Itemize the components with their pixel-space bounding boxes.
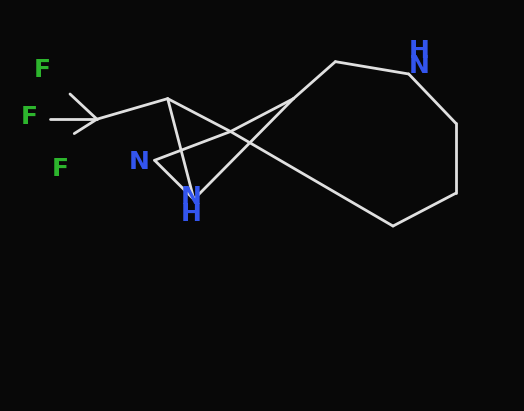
Text: F: F <box>34 58 50 82</box>
Text: F: F <box>52 157 69 180</box>
Text: N: N <box>409 54 430 78</box>
Text: H: H <box>181 202 202 226</box>
Text: F: F <box>20 105 37 129</box>
Text: H: H <box>409 39 430 63</box>
Text: N: N <box>181 185 202 209</box>
Text: N: N <box>128 150 149 174</box>
